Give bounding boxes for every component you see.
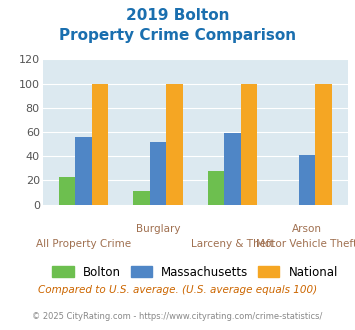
Text: © 2025 CityRating.com - https://www.cityrating.com/crime-statistics/: © 2025 CityRating.com - https://www.city… [32, 312, 323, 321]
Bar [59, 177, 75, 205]
Text: Property Crime Comparison: Property Crime Comparison [59, 28, 296, 43]
Text: Larceny & Theft: Larceny & Theft [191, 239, 274, 249]
Text: Motor Vehicle Theft: Motor Vehicle Theft [256, 239, 355, 249]
Bar [150, 142, 166, 205]
Text: Compared to U.S. average. (U.S. average equals 100): Compared to U.S. average. (U.S. average … [38, 285, 317, 295]
Text: All Property Crime: All Property Crime [36, 239, 131, 249]
Text: 2019 Bolton: 2019 Bolton [126, 8, 229, 23]
Bar [166, 83, 182, 205]
Bar [315, 83, 332, 205]
Bar [133, 191, 150, 205]
Bar [92, 83, 108, 205]
Bar [224, 133, 241, 205]
Legend: Bolton, Massachusetts, National: Bolton, Massachusetts, National [53, 266, 338, 279]
Bar [75, 137, 92, 205]
Bar [208, 171, 224, 205]
Text: Arson: Arson [292, 224, 322, 234]
Bar [241, 83, 257, 205]
Text: Burglary: Burglary [136, 224, 180, 234]
Bar [299, 155, 315, 205]
